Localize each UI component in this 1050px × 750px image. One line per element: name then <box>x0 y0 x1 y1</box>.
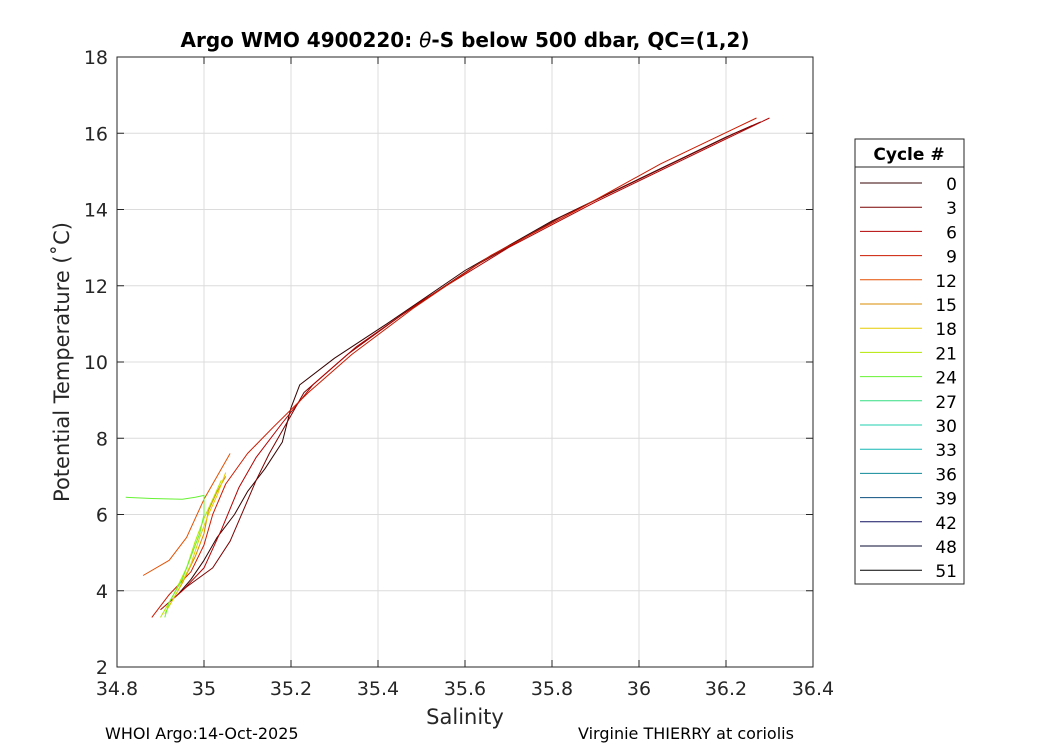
legend-label-cycle-42: 42 <box>935 514 957 534</box>
legend-label-cycle-12: 12 <box>935 272 957 292</box>
y-tick-label: 12 <box>84 276 108 298</box>
series-line-cycle-6 <box>160 117 770 611</box>
y-tick-label: 6 <box>96 505 108 527</box>
x-tick-label: 36.4 <box>792 678 834 700</box>
series-line-cycle-3 <box>168 121 762 603</box>
legend-label-cycle-39: 39 <box>935 490 957 510</box>
legend-label-cycle-18: 18 <box>935 320 957 340</box>
chart-title-part-3: -S below 500 dbar, QC=(1,2) <box>431 28 749 52</box>
x-tick-label: 35.4 <box>357 678 399 700</box>
series-layer <box>125 117 770 618</box>
chart-title-theta: θ <box>419 28 431 52</box>
y-tick-label: 8 <box>96 428 108 450</box>
y-tick-label: 16 <box>84 123 108 145</box>
legend-label-cycle-36: 36 <box>935 465 957 485</box>
legend-box <box>854 138 965 585</box>
x-tick-label: 36.2 <box>705 678 747 700</box>
y-tick-label: 10 <box>84 352 108 374</box>
legend-label-cycle-33: 33 <box>935 441 957 461</box>
chart-title-part-1: Argo WMO 4900220: <box>181 28 420 52</box>
legend-label-cycle-51: 51 <box>935 562 957 582</box>
legend-label-cycle-27: 27 <box>935 393 957 413</box>
x-tick-label: 35 <box>192 678 216 700</box>
legend-title: Cycle # <box>873 145 944 165</box>
x-tick-label: 35.6 <box>444 678 486 700</box>
legend-label-cycle-48: 48 <box>935 538 957 558</box>
footer-right-text: Virginie THIERRY at coriolis <box>578 724 794 743</box>
series-line-cycle-12 <box>142 453 231 576</box>
y-tick-label: 4 <box>96 581 108 603</box>
x-axis-label: Salinity <box>426 705 504 729</box>
legend-label-cycle-0: 0 <box>946 175 957 195</box>
axis-ticks: 34.8 35 35.2 35.4 35.6 35.8 36 36.2 36.4 2 4 6 8 10 12… <box>84 47 834 700</box>
x-tick-label: 34.8 <box>96 678 138 700</box>
chart-title: Argo WMO 4900220: θ-S below 500 dbar, QC… <box>181 28 750 52</box>
legend-label-cycle-15: 15 <box>935 296 957 316</box>
x-tick-label: 35.8 <box>531 678 573 700</box>
footer-left-text: WHOI Argo:14-Oct-2025 <box>105 724 299 743</box>
series-line-cycle-15 <box>168 476 227 607</box>
x-tick-label: 36 <box>627 678 651 700</box>
legend-label-cycle-30: 30 <box>935 417 957 437</box>
y-tick-label: 2 <box>96 657 108 679</box>
legend-label-cycle-3: 3 <box>946 199 957 219</box>
series-line-cycle-18 <box>164 472 227 614</box>
legend-label-cycle-21: 21 <box>935 344 957 364</box>
y-tick-label: 18 <box>84 47 108 69</box>
legend-label-cycle-6: 6 <box>946 223 957 243</box>
legend-label-cycle-24: 24 <box>935 369 957 389</box>
y-tick-label: 14 <box>84 200 108 222</box>
y-axis-label: Potential Temperature (˚C) <box>50 222 74 502</box>
series-line-cycle-9 <box>151 117 757 618</box>
legend-label-cycle-9: 9 <box>946 248 957 268</box>
series-line-cycle-24 <box>125 494 205 618</box>
x-tick-label: 35.2 <box>270 678 312 700</box>
